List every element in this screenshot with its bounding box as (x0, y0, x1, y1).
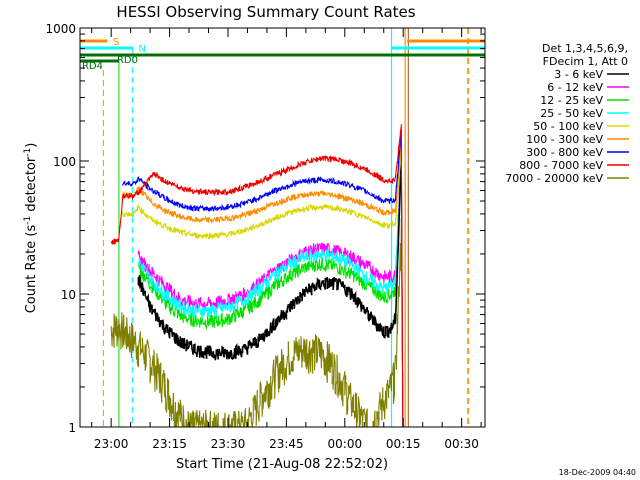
y-axis-label: Count Rate (s-1 detector-1) (23, 143, 39, 314)
flag-label-rd0: RD0 (117, 55, 138, 66)
legend-label: 50 - 100 keV (533, 120, 603, 133)
series-trace (137, 150, 402, 319)
legend-header-2: FDecim 1, Att 0 (543, 55, 628, 68)
series-trace (137, 149, 402, 331)
series-800-7000kev (110, 123, 404, 428)
series-7000-20000kev (110, 218, 404, 429)
legend-label: 100 - 300 keV (526, 133, 603, 146)
x-tick-label: 23:30 (211, 437, 246, 451)
legend-label: 300 - 800 keV (526, 146, 603, 159)
series-trace (122, 153, 402, 240)
chart-title: HESSI Observing Summary Count Rates (116, 3, 415, 21)
x-tick-label: 23:45 (269, 437, 304, 451)
legend-label: 7000 - 20000 keV (505, 172, 603, 185)
series-trace (122, 127, 402, 212)
plot-frame (79, 27, 486, 428)
x-tick-label: 00:15 (386, 437, 421, 451)
y-tick-label: 1000 (45, 22, 76, 36)
x-tick-label: 23:15 (152, 437, 187, 451)
series-layer (110, 123, 404, 429)
legend-label: 6 - 12 keV (547, 81, 603, 94)
series-drop (400, 123, 404, 428)
series-trace (122, 137, 402, 224)
timestamp: 18-Dec-2009 04:40 (559, 468, 636, 477)
legend-label: 12 - 25 keV (540, 94, 603, 107)
x-axis-label: Start Time (21-Aug-08 22:52:02) (176, 457, 388, 472)
x-tick-label: 23:00 (94, 437, 129, 451)
series-trace (110, 218, 402, 429)
x-tick-label: 00:30 (444, 437, 479, 451)
x-tick-label: 00:00 (328, 437, 363, 451)
flag-label-n: N (138, 44, 145, 55)
series-trace (110, 126, 402, 246)
flag-label-rd4: RD4 (82, 61, 103, 72)
flag-label-s: S (113, 37, 119, 48)
legend: Det 1,3,4,5,6,9, FDecim 1, Att 0 3 - 6 k… (505, 42, 629, 185)
y-tick-label: 10 (61, 288, 76, 302)
y-tick-label: 1 (68, 421, 76, 435)
y-axis: 1 10 100 1000 (45, 22, 485, 435)
legend-label: 25 - 50 keV (540, 107, 603, 120)
legend-label: 3 - 6 keV (554, 68, 603, 81)
legend-label: 800 - 7000 keV (519, 159, 603, 172)
x-axis: 23:00 23:15 23:30 23:45 00:00 00:15 00:30 (91, 28, 482, 451)
legend-header-1: Det 1,3,4,5,6,9, (542, 42, 628, 55)
series-trace (137, 155, 403, 361)
y-tick-label: 100 (53, 155, 76, 169)
